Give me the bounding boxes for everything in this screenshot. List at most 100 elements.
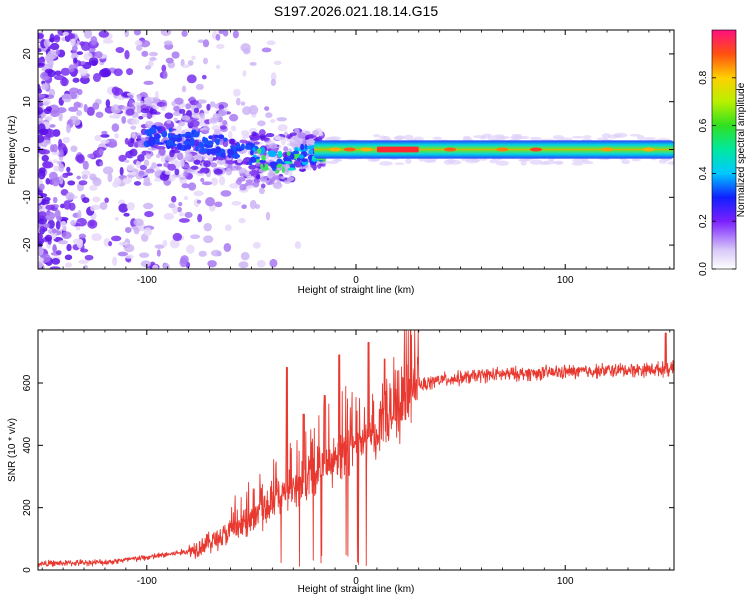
noise-blob — [201, 181, 213, 186]
colorbar-tick-label: 0.2 — [698, 214, 709, 228]
snr-panel: -100 0 100 0 200 400 600 Height of straight li… — [7, 329, 675, 595]
ridge-cloud-blob — [190, 165, 199, 170]
noise-blob — [191, 55, 196, 60]
noise-blob — [54, 70, 62, 76]
halo-blob — [518, 159, 530, 162]
ridge-blob — [257, 147, 262, 155]
spectrogram-x-tick-label: -100 — [137, 275, 157, 286]
noise-blob — [172, 111, 182, 117]
ridge-blob — [236, 147, 243, 152]
noise-blob — [72, 118, 81, 126]
noise-blob — [79, 41, 86, 47]
noise-blob — [62, 226, 67, 232]
ridge-cloud-blob — [141, 150, 147, 156]
noise-blob — [75, 154, 84, 163]
noise-blob — [203, 222, 212, 232]
ridge-blob — [249, 159, 257, 163]
ridge-cloud-blob — [178, 176, 186, 180]
halo-blob — [509, 135, 521, 140]
noise-blob — [241, 204, 247, 210]
colorbar-tick-label: 0.4 — [698, 166, 709, 180]
hot-spot — [444, 147, 457, 152]
ridge-cloud-blob — [190, 120, 200, 128]
noise-blob — [112, 256, 118, 267]
noise-blob — [114, 133, 120, 139]
noise-blob — [38, 246, 44, 256]
noise-blob — [38, 232, 43, 242]
ridge-cloud-blob — [263, 175, 269, 180]
spectrogram-marks — [38, 30, 674, 269]
noise-blob — [257, 120, 266, 127]
ridge-cloud-blob — [155, 166, 160, 172]
noise-blob — [172, 232, 183, 242]
noise-blob — [80, 248, 89, 253]
noise-blob — [195, 83, 204, 91]
noise-blob — [123, 212, 130, 217]
halo-blob — [331, 159, 343, 162]
noise-blob — [38, 183, 45, 191]
halo-blob — [394, 162, 405, 165]
halo-blob — [479, 136, 487, 140]
noise-blob — [143, 227, 152, 236]
noise-blob — [162, 239, 168, 248]
noise-blob — [181, 183, 190, 189]
ridge-blob — [217, 134, 225, 140]
noise-blob — [181, 85, 187, 93]
ridge-cloud-blob — [258, 129, 266, 137]
ridge-cloud-blob — [164, 112, 174, 120]
ridge-cloud-blob — [155, 153, 161, 159]
noise-blob — [66, 166, 71, 173]
ridge-cloud-blob — [225, 167, 233, 176]
ridge-cloud-blob — [189, 100, 199, 106]
noise-blob — [91, 233, 102, 242]
noise-blob — [163, 70, 168, 79]
ridge-blob — [244, 144, 252, 150]
noise-blob — [209, 101, 216, 108]
ridge-cloud-blob — [222, 140, 229, 148]
noise-blob — [216, 64, 221, 70]
noise-blob — [90, 35, 98, 46]
ridge-cloud-blob — [141, 113, 148, 118]
noise-blob — [38, 167, 46, 174]
halo-blob — [621, 159, 631, 165]
halo-blob — [379, 161, 393, 166]
noise-blob — [202, 57, 208, 65]
ridge-cloud-blob — [178, 121, 186, 127]
noise-blob — [229, 113, 239, 122]
noise-blob — [210, 249, 222, 257]
ridge-blob — [294, 148, 299, 152]
noise-blob — [63, 200, 71, 210]
ridge-cloud-blob — [140, 108, 150, 114]
ridge-blob — [276, 158, 283, 164]
colorbar-label: Normalized spectral amplitude — [736, 82, 747, 217]
noise-blob — [38, 211, 47, 218]
noise-blob — [232, 30, 239, 39]
ridge-cloud-blob — [206, 103, 211, 111]
halo-blob — [552, 135, 565, 140]
noise-blob — [139, 40, 151, 48]
halo-blob — [405, 158, 412, 164]
ridge-cloud-blob — [283, 146, 289, 152]
noise-blob — [86, 106, 95, 116]
ridge-blob — [149, 126, 157, 134]
hot-spot — [329, 147, 342, 152]
noise-blob — [248, 105, 259, 115]
noise-blob — [160, 30, 172, 37]
ridge-cloud-blob — [245, 179, 254, 183]
snr-y-label: SNR (10 * v/v) — [7, 418, 18, 482]
halo-blob — [629, 133, 641, 137]
noise-blob — [142, 202, 154, 210]
noise-blob — [163, 213, 175, 220]
hot-band — [376, 146, 419, 153]
ridge-blob — [147, 139, 155, 147]
noise-blob — [91, 176, 99, 182]
ridge-cloud-blob — [174, 97, 184, 105]
ridge-blob — [256, 156, 260, 160]
ridge-blob — [166, 139, 174, 147]
noise-blob — [99, 161, 104, 167]
ridge-cloud-blob — [145, 168, 155, 174]
ridge-cloud-blob — [252, 180, 260, 188]
noise-blob — [55, 49, 60, 55]
ridge-cloud-blob — [239, 173, 246, 177]
ridge-blob — [156, 126, 162, 132]
